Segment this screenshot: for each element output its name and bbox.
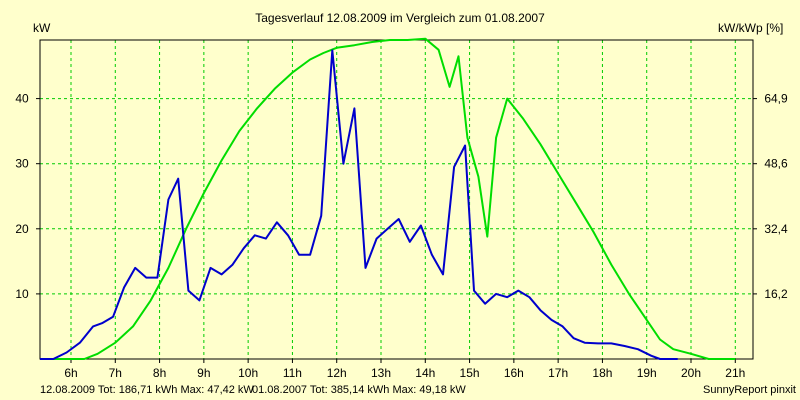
x-tick-label-9: 9h [197,366,210,380]
footer-credit: SunnyReport pinxit [703,384,796,396]
x-tick-label-20: 20h [681,366,701,380]
y-axis-left-label: kW [33,21,51,35]
grid [40,40,753,359]
x-tick-label-17: 17h [548,366,568,380]
x-tick-label-10: 10h [238,366,258,380]
y-left-tick-label-10: 10 [15,287,29,301]
chart-title: Tagesverlauf 12.08.2009 im Vergleich zum… [255,11,545,25]
x-tick-label-12: 12h [327,366,347,380]
x-tick-label-7: 7h [109,366,122,380]
x-tick-label-18: 18h [592,366,612,380]
x-tick-label-8: 8h [153,366,166,380]
x-tick-label-11: 11h [283,366,302,380]
x-tick-label-21: 21h [725,366,745,380]
footer-2009-summary: 12.08.2009 Tot: 186,71 kWh Max: 47,42 kW [40,384,254,396]
x-tick-label-16: 16h [504,366,524,380]
y-right-tick-label-3: 64,9 [764,92,788,106]
series-lines [40,37,736,360]
y-left-tick-label-40: 40 [15,92,29,106]
x-tick-label-6: 6h [64,366,77,380]
y-right-tick-label-1: 32,4 [764,222,788,236]
y-right-tick-label-0: 16,2 [764,287,788,301]
y-left-tick-label-30: 30 [15,157,29,171]
series-line-01.08.2007 [40,37,736,360]
series-line-12.08.2009 [40,49,678,360]
plot-frame [39,39,754,360]
x-tick-label-15: 15h [460,366,480,380]
y-axis-right: 16,2 32,4 48,6 64,9 [753,92,788,301]
y-axis-right-label: kW/kWp [%] [718,21,783,35]
y-right-tick-label-2: 48,6 [764,157,788,171]
x-tick-label-19: 19h [637,366,657,380]
x-axis: 6h 7h 8h 9h 10h 11h 12h 13h 14h 15h 16h 17h 18h 19h 20… [64,359,745,380]
x-tick-label-13: 13h [371,366,391,380]
y-left-tick-label-20: 20 [15,222,29,236]
footer-2007-summary: 01.08.2007 Tot: 385,14 kWh Max: 49,18 kW [252,384,466,396]
x-tick-label-14: 14h [415,366,435,380]
y-axis-left: 10 20 30 40 [15,92,40,301]
